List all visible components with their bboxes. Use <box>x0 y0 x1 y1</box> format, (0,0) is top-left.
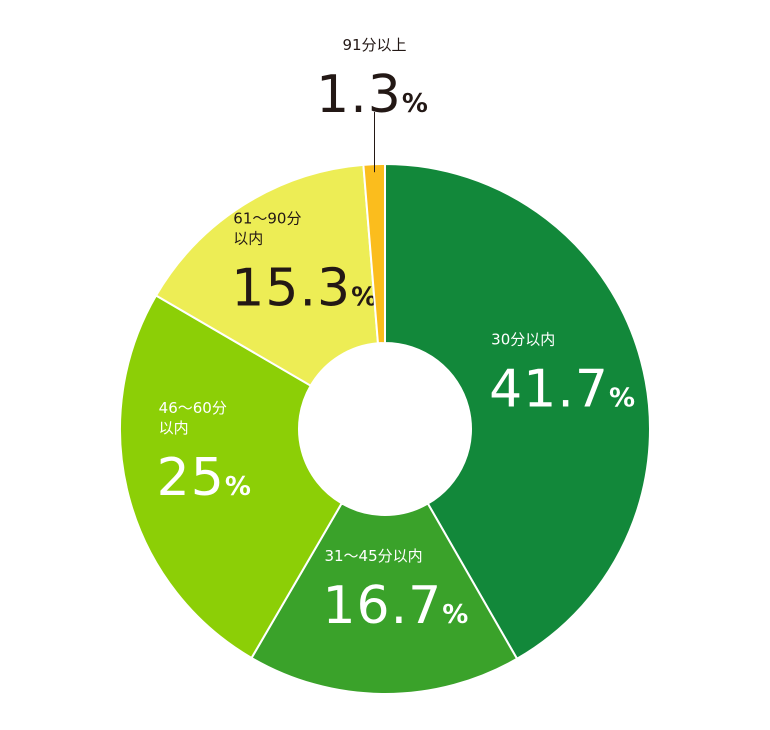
value-label: 41.7% <box>489 360 636 420</box>
category-line: 31～45分以内 <box>324 547 422 565</box>
category-label: 61～90分以内 <box>233 209 301 247</box>
value-unit: % <box>442 600 469 630</box>
value-number: 15.3 <box>231 258 351 318</box>
category-line: 61～90分 <box>233 209 301 227</box>
category-line: 30分以内 <box>491 331 555 349</box>
category-line: 以内 <box>159 419 189 437</box>
slice <box>154 163 380 388</box>
category-label: 31～45分以内 <box>324 547 422 565</box>
value-unit: % <box>609 384 636 414</box>
value-unit: % <box>225 472 252 502</box>
slice <box>250 501 519 695</box>
value-number: 1.3 <box>316 65 402 125</box>
category-label: 91分以上 <box>342 36 406 54</box>
value-label: 16.7% <box>322 576 469 636</box>
value-number: 16.7 <box>322 576 442 636</box>
category-line: 91分以上 <box>342 36 406 54</box>
category-label: 46～60分以内 <box>159 399 227 437</box>
value-number: 25 <box>157 448 225 508</box>
category-line: 46～60分 <box>159 399 227 417</box>
slice <box>384 162 651 661</box>
category-label: 30分以内 <box>491 331 555 349</box>
value-label: 1.3% <box>316 65 429 125</box>
slice <box>119 294 344 660</box>
value-number: 41.7 <box>489 360 609 420</box>
value-label: 25% <box>157 448 252 508</box>
value-label: 15.3% <box>231 258 378 318</box>
slice <box>362 162 386 345</box>
value-unit: % <box>402 89 429 119</box>
category-line: 以内 <box>233 229 263 247</box>
